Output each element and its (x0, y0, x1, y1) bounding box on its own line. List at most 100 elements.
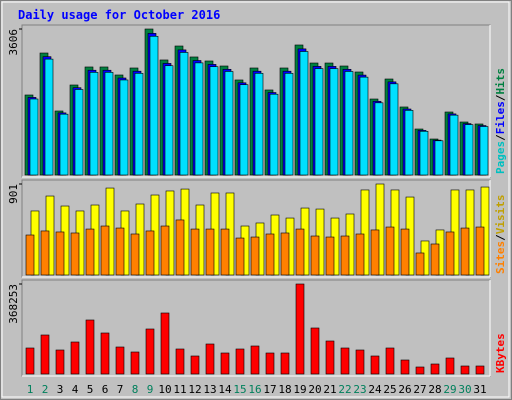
bar (25, 347, 35, 375)
bar (250, 236, 260, 276)
bar (175, 348, 185, 375)
x-tick-label: 25 (383, 383, 396, 396)
bar (209, 66, 219, 176)
x-tick-label: 5 (87, 383, 94, 396)
x-tick-label: 16 (248, 383, 261, 396)
bar (355, 233, 365, 276)
x-tick-label: 13 (203, 383, 216, 396)
bar (430, 243, 440, 276)
x-tick-label: 23 (353, 383, 366, 396)
bar (475, 365, 485, 375)
x-tick-label: 28 (428, 383, 441, 396)
bar (134, 73, 144, 176)
bar (404, 110, 414, 176)
x-tick-label: 2 (42, 383, 49, 396)
x-tick-label: 3 (57, 383, 64, 396)
bar (464, 124, 474, 176)
x-tick-label: 21 (323, 383, 336, 396)
bar (310, 327, 320, 375)
bar (235, 348, 245, 375)
x-tick-label: 11 (173, 383, 186, 396)
bar (419, 131, 429, 176)
bar (224, 71, 234, 176)
bar (55, 349, 65, 375)
legend-entry: KBytes (494, 333, 507, 373)
bar (374, 102, 384, 176)
x-tick-label: 31 (473, 383, 486, 396)
bar (415, 366, 425, 375)
legend-entry: Sites (494, 241, 507, 274)
bar (280, 232, 290, 276)
bar (460, 365, 470, 375)
x-tick-label: 30 (458, 383, 471, 396)
bar (340, 235, 350, 276)
legend-separator: / (494, 94, 507, 101)
bar (55, 231, 65, 276)
bar (389, 83, 399, 176)
bar (400, 228, 410, 276)
bar (205, 343, 215, 375)
x-tick-label: 4 (72, 383, 79, 396)
x-tick-label: 12 (188, 383, 201, 396)
bar (85, 228, 95, 276)
bar (29, 98, 39, 176)
bar (160, 225, 170, 276)
bar (295, 228, 305, 276)
bar (250, 345, 260, 375)
bar (25, 234, 35, 276)
bar (284, 73, 294, 176)
bar (344, 71, 354, 176)
bar (475, 226, 485, 276)
bar (145, 230, 155, 276)
x-tick-label: 19 (293, 383, 306, 396)
bar (115, 227, 125, 276)
y-tick-label: 3606 (7, 29, 20, 56)
x-tick-label: 17 (263, 383, 276, 396)
x-tick-label: 15 (233, 383, 246, 396)
bar (149, 35, 159, 176)
y-tick-label: 901 (7, 184, 20, 204)
bar (89, 72, 99, 176)
bar (340, 347, 350, 375)
bar (40, 334, 50, 375)
bar (375, 183, 385, 276)
bar (104, 72, 114, 176)
y-tick-label: 368253 (7, 284, 20, 324)
bar (479, 126, 489, 176)
legend-entry: Visits (494, 195, 507, 235)
bar (449, 114, 459, 176)
bar (265, 352, 275, 375)
legend: Pages/Files/Hits (494, 68, 507, 174)
bar (130, 233, 140, 276)
bar (329, 68, 339, 176)
bar (265, 233, 275, 276)
bar (445, 357, 455, 375)
bar (85, 319, 95, 375)
bar (325, 236, 335, 276)
x-tick-label: 8 (132, 383, 139, 396)
bar (254, 73, 264, 176)
legend: Sites/Visits (494, 195, 507, 275)
bar (44, 58, 54, 176)
bar (415, 252, 425, 276)
x-tick-label: 27 (413, 383, 426, 396)
bar (175, 219, 185, 276)
bar (370, 355, 380, 375)
bar (190, 228, 200, 276)
bar (310, 235, 320, 276)
bar (385, 226, 395, 276)
bar (164, 65, 174, 176)
x-tick-label: 1 (27, 383, 34, 396)
x-tick-label: 18 (278, 383, 291, 396)
bar (299, 51, 309, 176)
bar (280, 352, 290, 375)
bar (40, 230, 50, 276)
bar (359, 76, 369, 176)
bar (314, 68, 324, 176)
bar (325, 340, 335, 375)
legend-entry: Files (494, 101, 507, 134)
bar (70, 341, 80, 375)
